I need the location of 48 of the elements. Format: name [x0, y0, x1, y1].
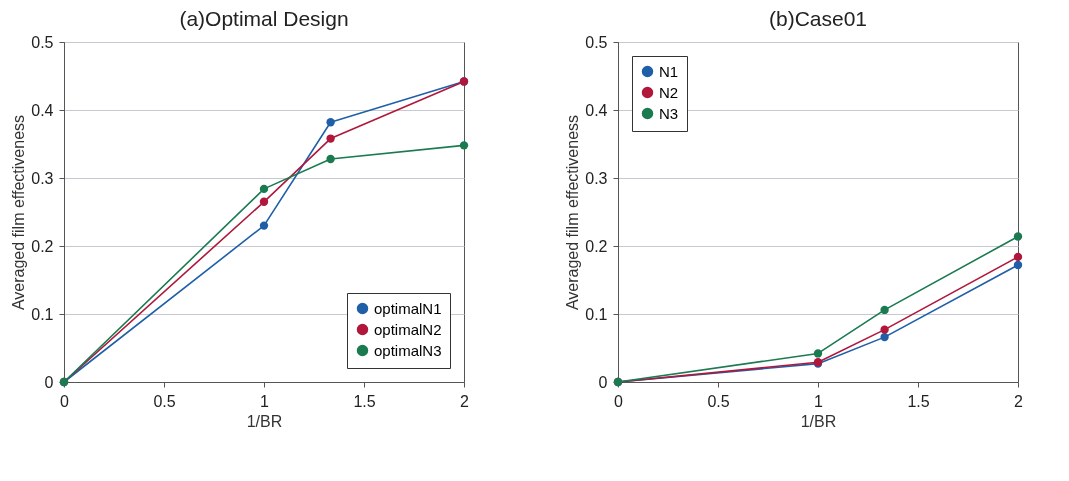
point: [326, 154, 335, 164]
legend-label: optimalN3: [374, 341, 442, 359]
x-tick-label: 2: [1014, 392, 1024, 410]
point: [326, 134, 335, 143]
legend-label: optimalN2: [374, 320, 442, 338]
point: [459, 141, 469, 150]
point: [259, 184, 269, 194]
y-tick-label: 0: [598, 373, 608, 391]
point: [259, 197, 269, 206]
x-tick-label: 1.5: [907, 392, 930, 410]
y-tick-label: 0: [44, 373, 54, 391]
point: [259, 221, 269, 230]
y-tick-label: 0.2: [585, 237, 608, 255]
chart-title: (a)Optimal Design: [179, 7, 349, 30]
x-tick-label: 1.5: [353, 392, 376, 410]
x-tick-label: 0: [614, 392, 624, 410]
y-axis-title: Averaged film effectiveness: [10, 114, 28, 311]
x-tick-label: 0.5: [707, 392, 730, 410]
chart-title: (b)Case01: [768, 7, 868, 30]
x-tick-label: 2: [460, 392, 470, 410]
point: [1013, 260, 1023, 270]
x-axis-title: 1/BR: [800, 412, 837, 430]
legend-label: N3: [659, 104, 679, 122]
legend-label: N1: [659, 62, 679, 80]
y-tick-label: 0.3: [585, 169, 608, 187]
point: [880, 325, 889, 334]
x-tick-label: 1: [814, 392, 824, 410]
y-tick-label: 0.5: [31, 33, 54, 51]
x-axis-title: 1/BR: [246, 412, 283, 430]
point: [880, 305, 889, 315]
y-tick-label: 0.1: [585, 305, 608, 323]
y-tick-label: 0.3: [31, 169, 54, 187]
point: [813, 349, 823, 358]
y-tick-label: 0.2: [31, 237, 54, 255]
y-tick-label: 0.4: [31, 101, 54, 119]
legend-label: N2: [659, 83, 679, 101]
x-tick-label: 1: [260, 392, 270, 410]
y-tick-label: 0.4: [585, 101, 608, 119]
point: [1013, 232, 1023, 241]
point: [880, 332, 889, 342]
y-tick-label: 0.1: [31, 305, 54, 323]
y-axis-title: Averaged film effectiveness: [564, 114, 582, 311]
legend-label: optimalN1: [374, 299, 442, 317]
point: [326, 118, 335, 127]
x-tick-label: 0.5: [153, 392, 176, 410]
point: [1013, 252, 1023, 262]
x-tick-label: 0: [60, 392, 70, 410]
y-tick-label: 0.5: [585, 33, 608, 51]
